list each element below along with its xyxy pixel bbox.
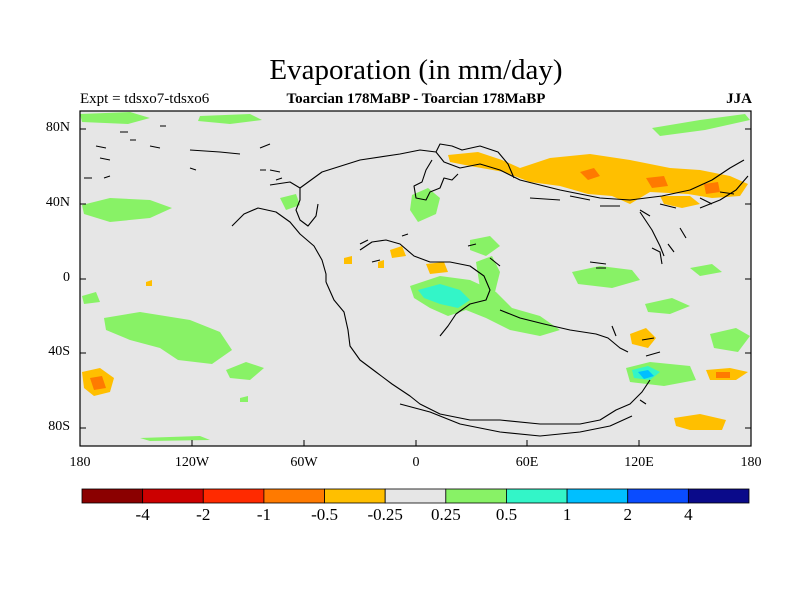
yellow-patch-tethys-d <box>378 260 384 268</box>
coastlines <box>84 125 749 437</box>
green-patch-tethys-west <box>410 188 440 222</box>
colorbar-box-4 <box>263 488 325 504</box>
green-patch-npacific <box>82 198 172 222</box>
yellow-patch-asia <box>448 152 748 204</box>
lat-label-40n: 40N <box>45 195 70 210</box>
green-patch-gondwana-east <box>690 264 722 276</box>
coastline-gondwana <box>231 207 651 425</box>
season-label: JJA <box>726 91 752 107</box>
green-patch-spacific <box>104 312 232 364</box>
anomaly-shading <box>80 112 750 441</box>
colorbar-box-1 <box>81 488 144 504</box>
orange-patch-pacific-east <box>716 372 730 378</box>
lon-label-120w: 120W <box>174 455 210 470</box>
green-patch-natlantic <box>280 194 300 210</box>
lon-label-60e: 60E <box>515 455 539 470</box>
lat-label-0: 0 <box>63 270 70 285</box>
colorbar-box-6 <box>384 488 447 504</box>
orange-patch-asia-b <box>646 176 668 188</box>
coastline-fragments <box>84 125 735 405</box>
colorbar-box-9 <box>566 488 629 504</box>
yellow-patch-tethys-b <box>426 262 448 274</box>
green-patch-satlantic <box>226 362 264 380</box>
green-patch-arctic-west <box>80 112 150 124</box>
colorbar-box-2 <box>142 488 204 504</box>
orange-patch-asia-a <box>580 168 600 180</box>
colorbar-label-9: 2 <box>623 505 632 524</box>
green-patch-south-ocean-a <box>645 298 690 314</box>
colorbar-box-7 <box>445 488 507 504</box>
colorbar-label-6: 0.25 <box>430 505 461 524</box>
lon-label-180w: 180 <box>69 455 91 470</box>
colorbar-box-5 <box>324 488 386 504</box>
green-patch-south-ocean-b <box>710 328 750 352</box>
experiment-label: Expt = tdsxo7-tdsxo6 <box>80 91 210 107</box>
coastline-laurasia <box>269 143 745 227</box>
lon-label-180e: 180 <box>740 455 762 470</box>
green-patch-tethys-mid <box>470 236 500 256</box>
lat-label-40s: 40S <box>48 344 70 359</box>
map-background <box>80 111 751 446</box>
yellow-patch-antarctic <box>674 414 726 430</box>
green-patch-antarctic <box>140 436 210 441</box>
coastline-east-asia <box>639 175 749 257</box>
yellow-patch-small-a <box>146 280 152 286</box>
lon-label-0: 0 <box>412 455 420 470</box>
lon-label-120e: 120E <box>624 455 654 470</box>
orange-patch-pacific <box>90 376 106 390</box>
colorbar <box>81 488 750 504</box>
map-title: Evaporation (in mm/day) <box>269 54 563 86</box>
colorbar-label-2: -2 <box>196 505 211 524</box>
colorbar-label-1: -4 <box>135 505 150 524</box>
yellow-patch-tethys-c <box>344 256 352 264</box>
colorbar-box-8 <box>506 488 568 504</box>
lon-label-60w: 60W <box>290 455 318 470</box>
colorbar-box-10 <box>627 488 689 504</box>
green-patch-equatorial <box>572 266 640 288</box>
colorbar-label-10: 4 <box>684 505 693 524</box>
colorbar-box-11 <box>687 488 750 504</box>
colorbar-label-7: 0.5 <box>495 505 518 524</box>
green-patch-arctic-east <box>652 114 750 136</box>
colorbar-label-3: -1 <box>256 505 271 524</box>
yellow-patch-south-indian <box>630 328 656 348</box>
green-patch-arctic-mid <box>198 114 262 124</box>
green-patch-spacific-small <box>82 292 100 304</box>
colorbar-box-3 <box>202 488 265 504</box>
blue-patch-south-indian <box>638 370 654 379</box>
colorbar-label-4: -0.5 <box>311 505 338 524</box>
orange-patch-asia-c <box>704 182 720 194</box>
lat-label-80n: 80N <box>45 120 70 135</box>
yellow-patch-tethys-a <box>390 246 406 258</box>
yellow-patch-asia-east <box>660 196 700 208</box>
green-patch-south-small <box>240 396 248 402</box>
green-patch-africa-coast <box>476 256 500 296</box>
axis-ticks <box>79 128 752 446</box>
cyan-patch-gondwana <box>418 284 470 308</box>
colorbar-label-8: 1 <box>562 505 572 524</box>
colorbar-label-5: -0.25 <box>367 505 403 524</box>
coastline-antarctic-edge <box>399 403 633 437</box>
lat-label-80s: 80S <box>48 419 70 434</box>
period-label: Toarcian 178MaBP - Toarcian 178MaBP <box>286 91 546 107</box>
